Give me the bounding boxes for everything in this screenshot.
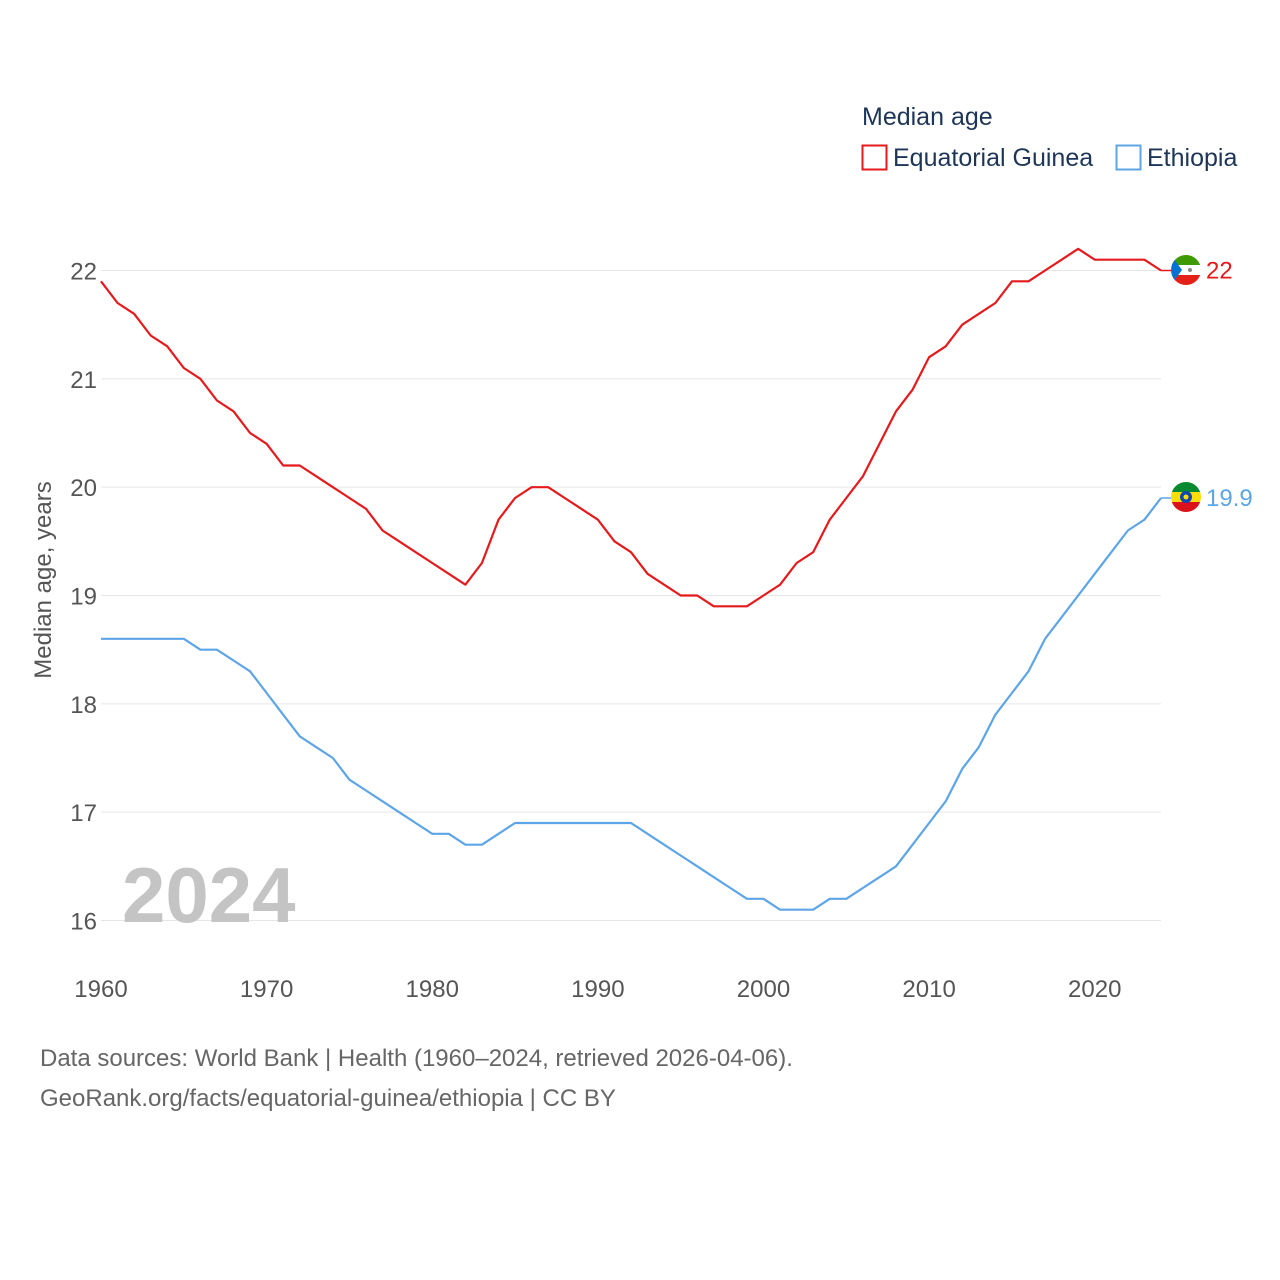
- series-lines: [100, 247, 1171, 911]
- y-tick-label-17: 17: [70, 800, 97, 827]
- y-tick-label-21: 21: [70, 367, 97, 394]
- legend-swatch-ethiopia: [1115, 144, 1142, 171]
- y-axis-ticks: 16 17 18 19 20 21 22: [70, 259, 97, 936]
- flag-ethiopia-icon: [1171, 482, 1201, 512]
- x-tick-label-1960: 1960: [74, 976, 127, 1003]
- y-tick-label-16: 16: [70, 909, 97, 936]
- legend-swatch-equatorial-guinea: [861, 144, 888, 171]
- legend: Median age Equatorial Guinea Ethiopia: [861, 103, 1238, 172]
- legend-label-equatorial-guinea: Equatorial Guinea: [893, 144, 1093, 172]
- x-tick-label-1990: 1990: [571, 976, 624, 1003]
- series-line-ethiopia[interactable]: [101, 497, 1162, 911]
- end-label-ethiopia: 19.9: [1206, 485, 1253, 512]
- flag-equatorial-guinea-icon: [1171, 255, 1201, 285]
- x-tick-label-2020: 2020: [1068, 976, 1121, 1003]
- series-line-equatorial-guinea[interactable]: [100, 247, 1162, 608]
- footer-attribution-line[interactable]: GeoRank.org/facts/equatorial-guinea/ethi…: [40, 1085, 616, 1112]
- legend-label-ethiopia: Ethiopia: [1147, 144, 1237, 172]
- year-watermark: 2024: [122, 851, 296, 939]
- x-axis-ticks: 1960 1970 1980 1990 2000 2010 2020: [74, 976, 1121, 1003]
- gridlines: [101, 270, 1161, 921]
- y-axis-title: Median age, years: [30, 481, 57, 678]
- x-tick-label-2010: 2010: [902, 976, 955, 1003]
- end-value-labels: 22 19.9: [1206, 258, 1253, 513]
- x-tick-label-1970: 1970: [240, 976, 293, 1003]
- end-label-equatorial-guinea: 22: [1206, 258, 1233, 285]
- x-tick-label-2000: 2000: [737, 976, 790, 1003]
- legend-item-equatorial-guinea[interactable]: Equatorial Guinea: [861, 144, 1094, 172]
- y-tick-label-20: 20: [70, 475, 97, 502]
- y-tick-label-22: 22: [70, 259, 97, 286]
- x-tick-label-1980: 1980: [406, 976, 459, 1003]
- legend-item-ethiopia[interactable]: Ethiopia: [1115, 144, 1238, 172]
- footer-source-line: Data sources: World Bank | Health (1960–…: [40, 1045, 793, 1072]
- y-tick-label-18: 18: [70, 692, 97, 719]
- y-tick-label-19: 19: [70, 584, 97, 611]
- legend-title: Median age: [862, 103, 993, 131]
